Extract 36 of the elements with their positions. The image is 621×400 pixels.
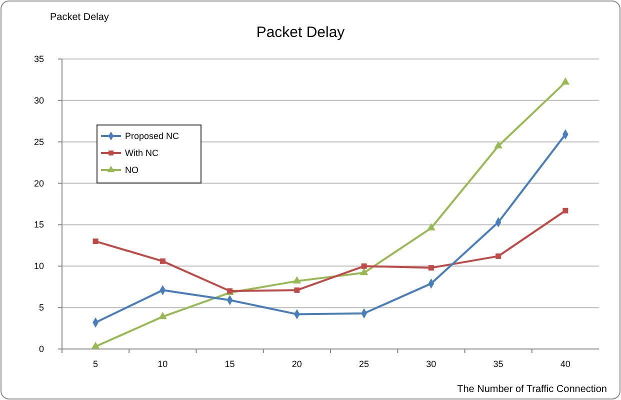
legend-label: NO [125, 165, 138, 175]
point [158, 312, 167, 320]
y-tick-label: 30 [34, 95, 44, 106]
x-tick-label: 10 [158, 359, 168, 369]
x-tick-label: 15 [224, 359, 235, 369]
y-tick-label: 5 [38, 302, 44, 313]
y-axis-title: Packet Delay [50, 12, 109, 23]
x-tick-label: 40 [560, 359, 570, 369]
chart-title: Packet Delay [256, 24, 346, 41]
point [294, 287, 300, 293]
x-axis-title: The Number of Traffic Connection [457, 384, 607, 395]
y-tick-label: 35 [34, 54, 44, 64]
legend-label: Proposed NC [125, 131, 180, 141]
point [428, 265, 434, 271]
x-tick-label: 30 [426, 359, 436, 369]
point [494, 141, 502, 148]
point [292, 276, 302, 284]
x-tick-label: 5 [93, 359, 98, 369]
x-tick-label: 35 [493, 359, 504, 369]
point [91, 342, 100, 349]
point [562, 208, 568, 214]
legend-label: With NC [125, 148, 159, 158]
point [361, 263, 367, 269]
point [160, 258, 166, 264]
y-tick-label: 25 [34, 136, 44, 147]
point [561, 77, 570, 85]
point [427, 223, 436, 230]
y-tick-label: 15 [34, 220, 44, 230]
x-tick-label: 20 [292, 359, 302, 369]
y-tick-label: 10 [34, 261, 44, 272]
x-tick-label: 25 [359, 359, 370, 369]
point [92, 238, 98, 244]
point [496, 253, 502, 259]
point [360, 268, 368, 276]
y-tick-label: 0 [38, 344, 44, 354]
y-tick-label: 20 [34, 178, 44, 188]
